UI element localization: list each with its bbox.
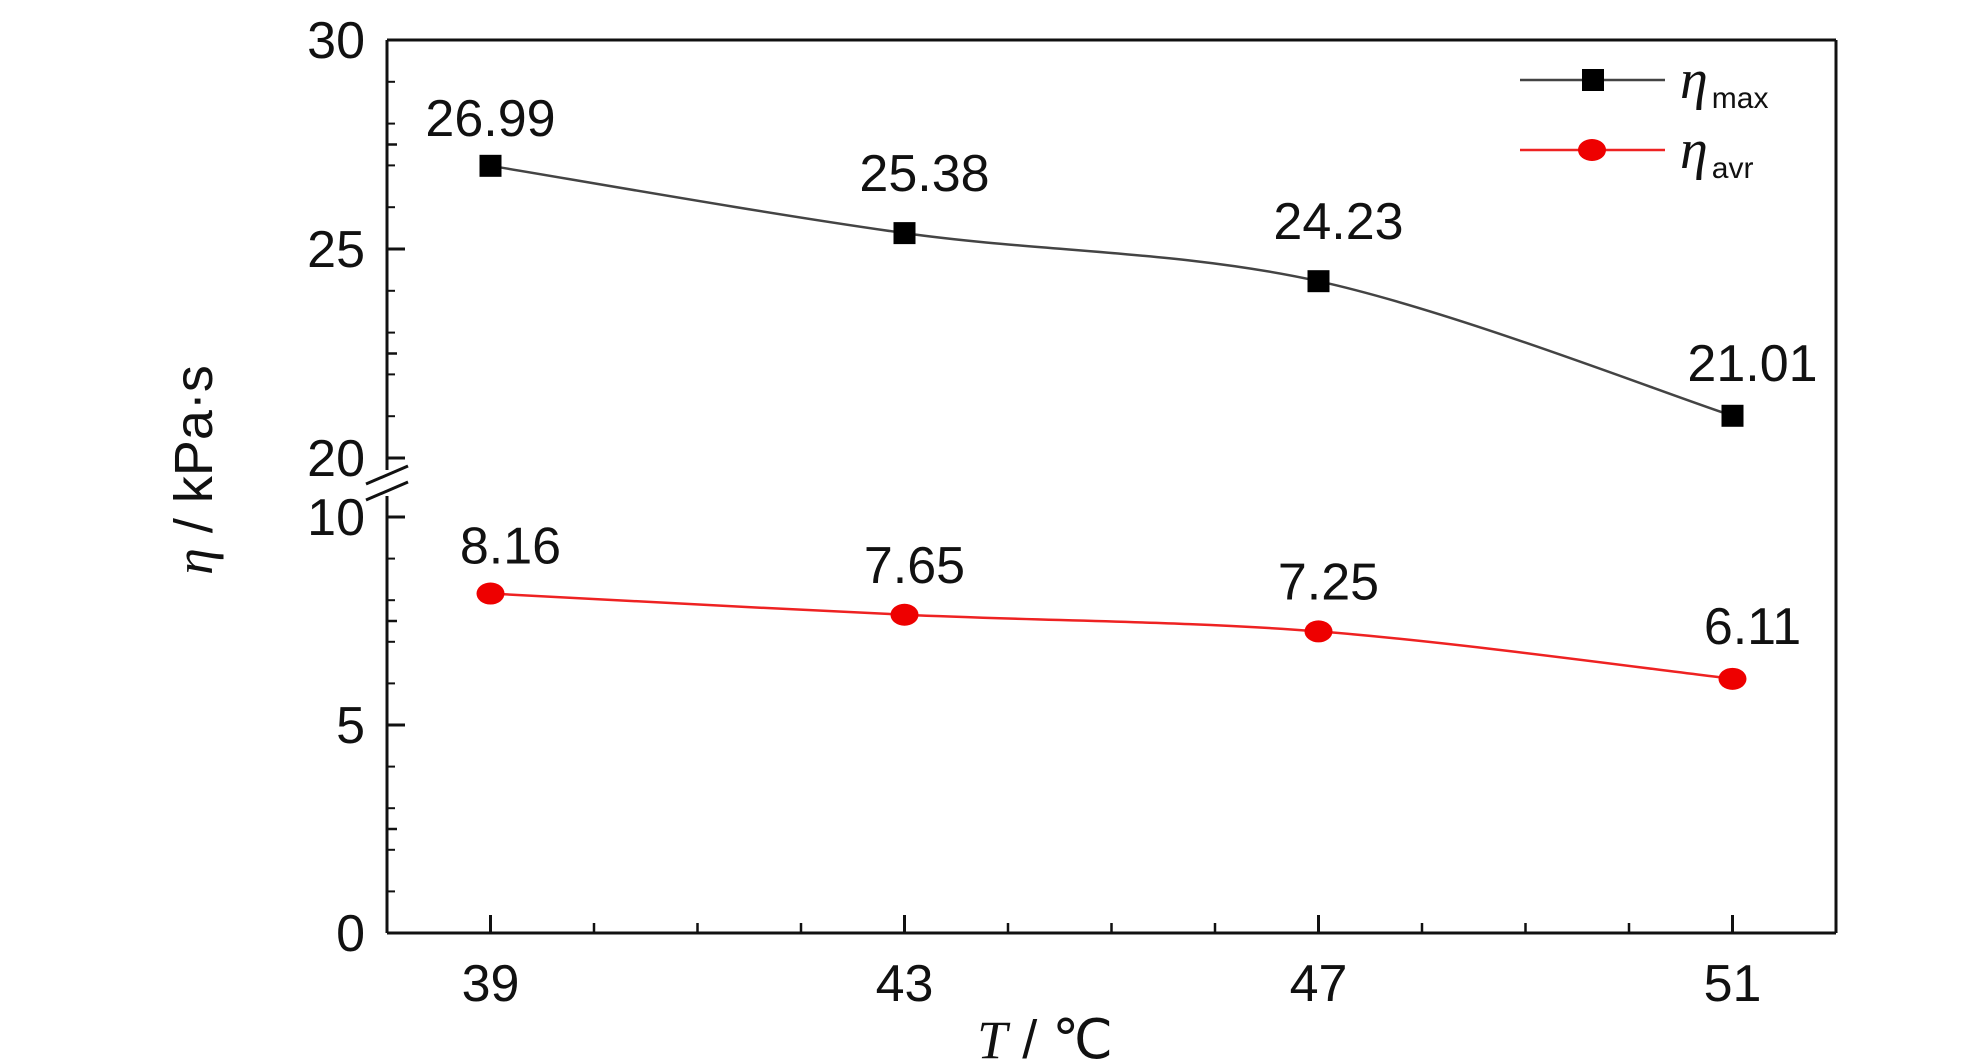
data-point-circle	[476, 582, 505, 605]
y-tick-label: 5	[336, 697, 365, 755]
y-axis-title: η / kPa·s	[164, 365, 224, 575]
x-axis-title: T / ℃	[977, 1010, 1113, 1063]
legend-item-avr: η avr	[1520, 119, 1753, 185]
data-label: 7.65	[864, 537, 965, 595]
legend-label: η max	[1680, 49, 1768, 115]
series-line	[490, 592, 1733, 681]
y-tick-label: 30	[307, 12, 365, 70]
data-label: 8.16	[460, 518, 561, 576]
data-point-circle	[1304, 620, 1333, 643]
series-max: 26.99 25.38 24.23 21.01	[425, 90, 1818, 427]
data-label: 24.23	[1273, 193, 1403, 251]
series-line	[490, 164, 1733, 417]
legend-marker-square	[1582, 69, 1604, 91]
data-label: 21.01	[1687, 335, 1817, 393]
x-tick-label: 47	[1290, 955, 1348, 1013]
axis-break-mark	[365, 464, 409, 486]
series-avr: 8.16 7.65 7.25 6.11	[460, 518, 1801, 690]
data-point-square	[479, 154, 502, 177]
data-point-square	[893, 222, 916, 245]
data-label: 26.99	[425, 90, 555, 148]
legend-marker-circle	[1578, 139, 1606, 161]
data-point-circle	[890, 603, 919, 626]
data-point-square	[1721, 404, 1744, 427]
x-tick-label: 43	[876, 955, 934, 1013]
axis-break-mark	[365, 480, 409, 502]
data-label: 6.11	[1704, 598, 1801, 656]
x-tick-label: 51	[1704, 955, 1762, 1013]
y-tick-label: 10	[307, 489, 365, 547]
data-point-square	[1307, 270, 1330, 293]
legend-label: η avr	[1680, 119, 1753, 185]
x-tick-label: 39	[462, 955, 520, 1013]
data-label: 7.25	[1278, 553, 1379, 611]
y-tick-label: 20	[307, 430, 365, 488]
data-label: 25.38	[859, 145, 989, 203]
series-layer: 26.99 25.38 24.23 21.01 8.16 7.65 7.25 6.11	[425, 90, 1818, 690]
y-tick-label: 25	[307, 221, 365, 279]
data-point-circle	[1718, 667, 1747, 690]
legend-item-max: η max	[1520, 49, 1768, 115]
x-axis: 39 43 47 51	[385, 915, 1838, 1013]
y-tick-label: 0	[336, 905, 365, 963]
plot-frame	[365, 38, 1838, 935]
